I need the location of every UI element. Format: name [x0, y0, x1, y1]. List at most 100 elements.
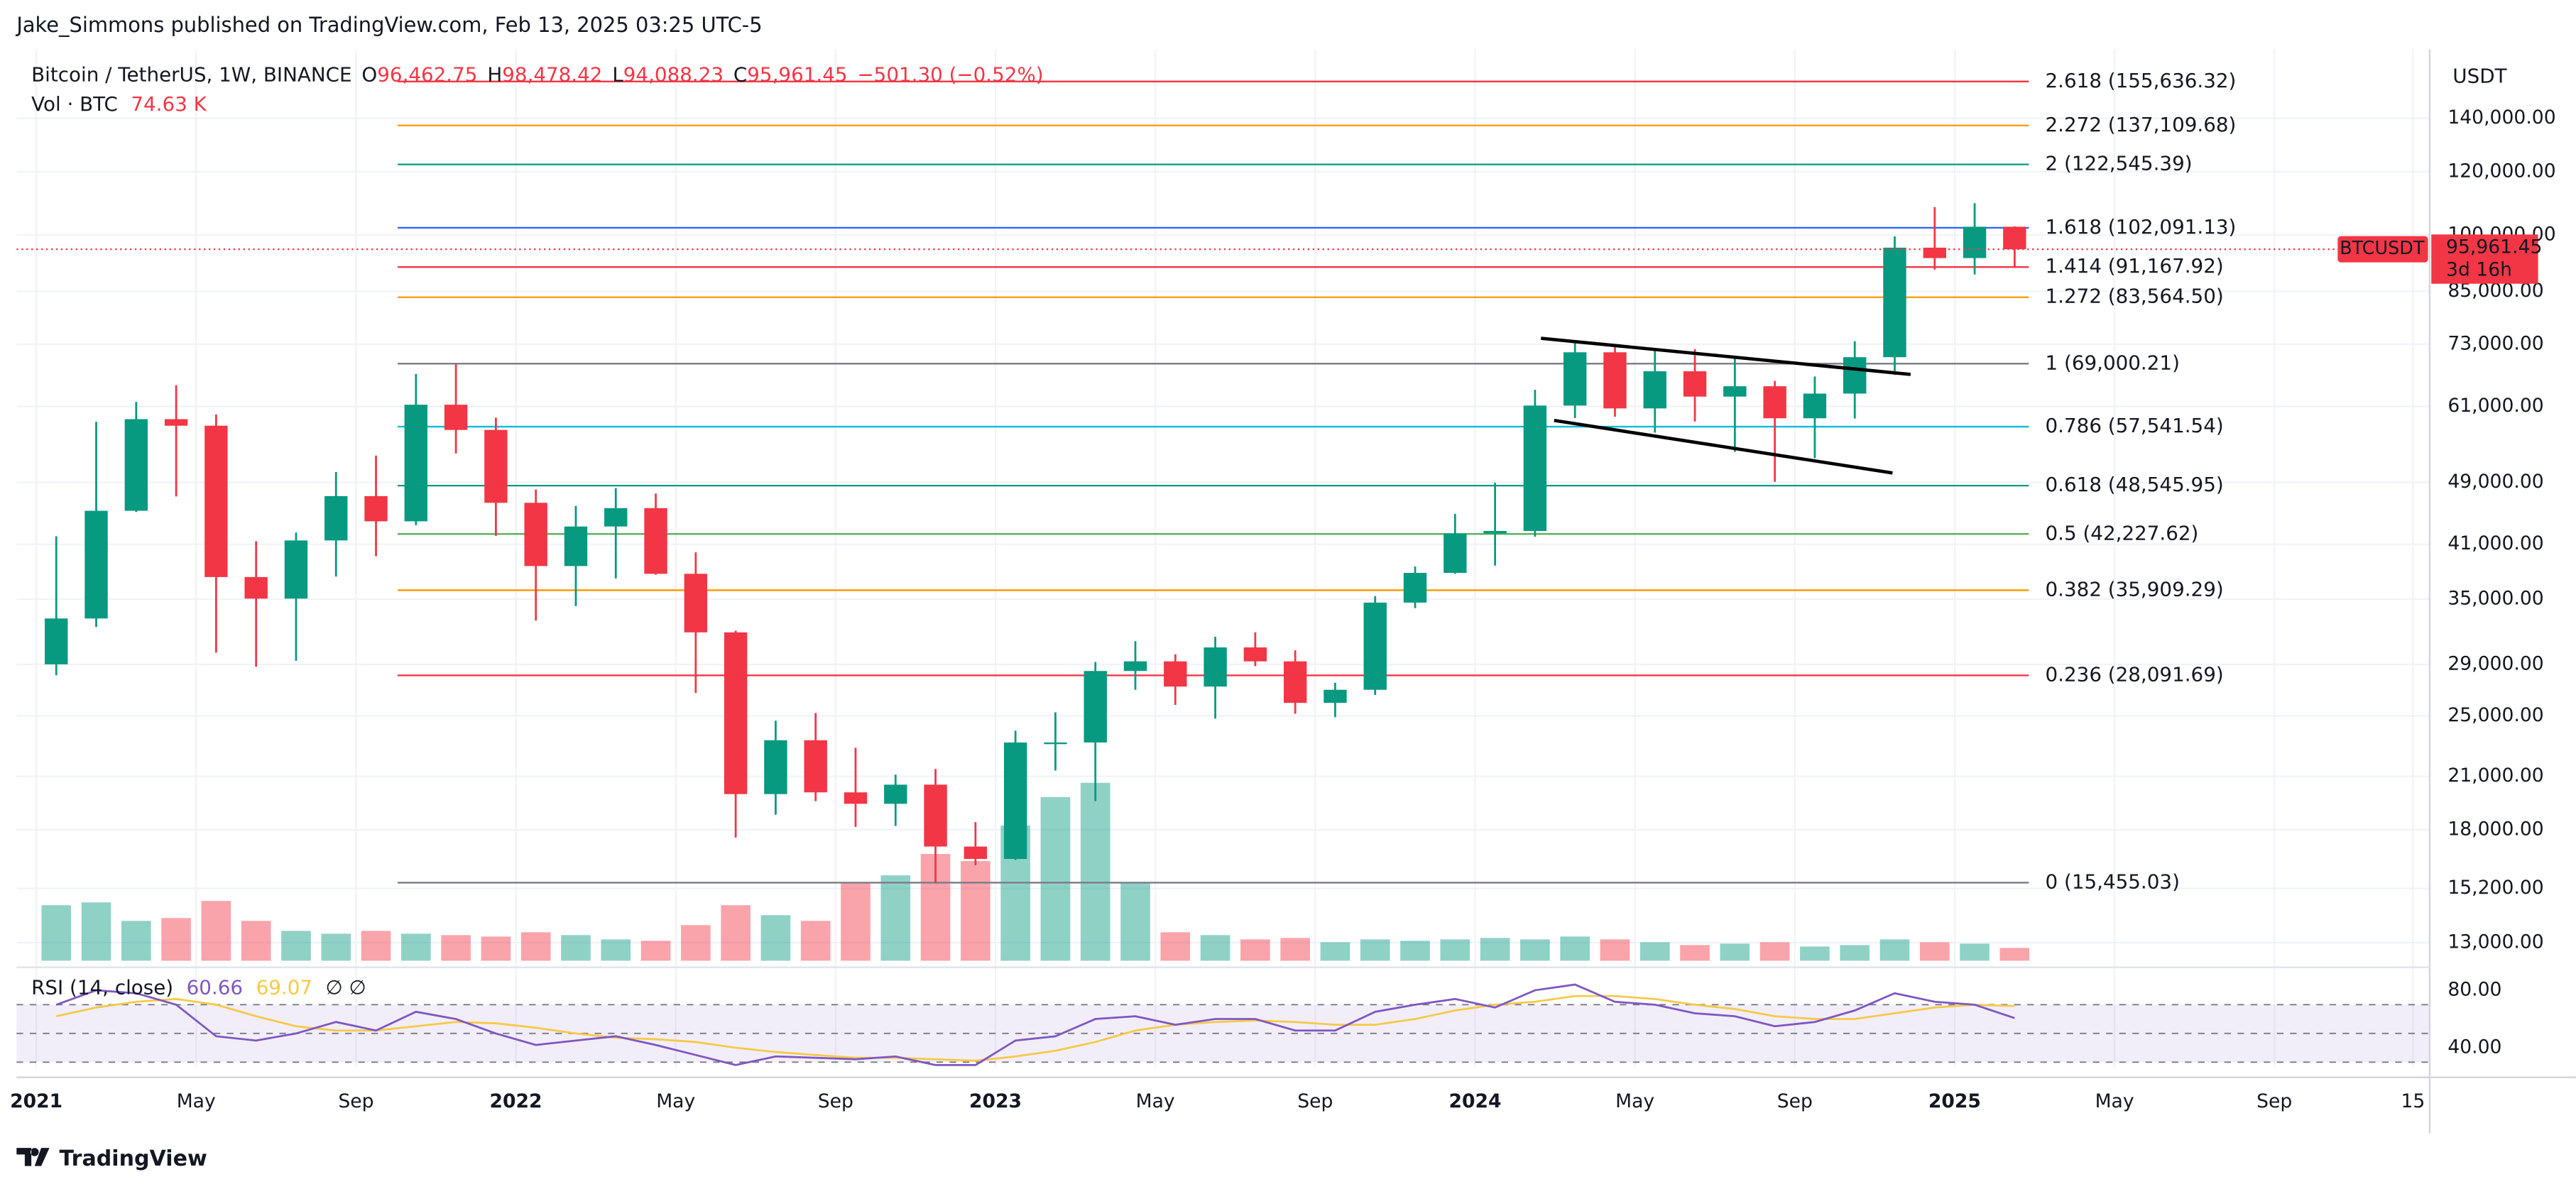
symbol-tag-text: BTCUSDT: [2340, 237, 2425, 258]
x-tick-label: Sep: [1777, 1090, 1813, 1112]
candle-body: [1923, 247, 1946, 258]
volume-bar: [1120, 882, 1150, 961]
candle-body: [1723, 386, 1747, 397]
x-tick-label: 2021: [10, 1090, 62, 1112]
rsi-tick-label: 40.00: [2447, 1036, 2501, 1058]
y-tick-label: 29,000.00: [2447, 652, 2543, 674]
footer-logo: [16, 1148, 50, 1166]
candle-body: [1963, 226, 1987, 258]
volume-bar: [640, 941, 671, 961]
vol-key: Vol · BTC: [31, 92, 118, 116]
volume-bar: [681, 925, 711, 961]
x-tick-label: May: [2095, 1090, 2134, 1112]
candle-body: [484, 429, 508, 503]
rsi-ma-line: [56, 995, 2015, 1062]
fib-label: 2 (122,545.39): [2046, 152, 2193, 175]
candle-body: [1883, 247, 1906, 358]
fib-label: 2.618 (155,636.32): [2046, 69, 2237, 92]
x-tick-label: 2025: [1928, 1090, 1981, 1112]
candle-body: [1483, 530, 1507, 534]
rsi-value: 60.66: [187, 976, 243, 999]
volume-bar: [520, 932, 551, 961]
volume-bar: [1400, 941, 1430, 961]
volume-bar: [961, 861, 990, 961]
candle-body: [1243, 647, 1267, 662]
h-key: H: [487, 62, 502, 86]
fib-label: 2.272 (137,109.68): [2046, 113, 2237, 136]
plot: 2.618 (155,636.32) 2.272 (137,109.68) 2 (1…: [16, 69, 2430, 1066]
y-tick-label: 13,000.00: [2447, 931, 2543, 953]
trendline-lower: [1554, 418, 1893, 475]
volume-bar: [1720, 943, 1750, 961]
volume-bar: [321, 933, 351, 961]
x-tick-label: Sep: [818, 1090, 853, 1112]
fib-label: 0.786 (57,541.54): [2046, 414, 2224, 437]
candle-body: [124, 419, 148, 511]
volume-bar: [1280, 938, 1310, 961]
y-tick-label: 73,000.00: [2447, 332, 2543, 354]
volume-bar: [1320, 942, 1350, 961]
y-tick-label: 21,000.00: [2447, 765, 2543, 787]
candle-body: [204, 425, 228, 577]
c-key: C: [733, 62, 747, 86]
volume-bar: [841, 882, 871, 961]
volume-bar: [1639, 942, 1670, 961]
candle-body: [1643, 371, 1666, 409]
symbol-tag: [2337, 236, 2428, 263]
o: 96,462.75: [377, 62, 477, 86]
candle-body: [324, 495, 348, 541]
y-tick-label: 25,000.00: [2447, 704, 2543, 726]
volume-bar: [721, 905, 751, 961]
volume-bar: [1240, 939, 1270, 961]
candle-body: [84, 510, 108, 619]
candle-body: [1363, 602, 1387, 690]
candle-body: [804, 740, 827, 793]
volume-bar: [81, 902, 111, 961]
x-tick-label: Sep: [1297, 1090, 1333, 1112]
y-tick-label: 120,000.00: [2447, 160, 2555, 182]
candle-body: [684, 574, 708, 632]
candle-body: [364, 495, 388, 522]
candle-body: [404, 405, 428, 522]
price-tag-value: 95,961.45: [2446, 236, 2542, 258]
volume-bar: [401, 933, 431, 961]
candle-body: [1164, 661, 1187, 687]
candle-body: [524, 503, 547, 566]
y-tick-label: 140,000.00: [2447, 106, 2555, 128]
y-tick-label: 61,000.00: [2447, 395, 2543, 417]
x-tick-label: Sep: [2256, 1090, 2292, 1112]
volume-bar: [800, 921, 831, 961]
volume-bar: [1919, 942, 1950, 961]
candle-body: [1403, 573, 1427, 603]
volume-bar: [1600, 939, 1630, 961]
symbol: Bitcoin / TetherUS, 1W, BINANCE: [31, 62, 351, 86]
volume-bar: [361, 931, 391, 961]
x-tick-label: May: [1615, 1090, 1654, 1112]
h: 98,478.42: [502, 62, 602, 86]
volume-bar: [1040, 796, 1071, 961]
fib-label: 0.5 (42,227.62): [2046, 521, 2199, 544]
candle-body: [924, 784, 947, 847]
volume-bar: [1160, 932, 1191, 961]
volume-bar: [1480, 938, 1510, 961]
y-tick-label: 35,000.00: [2447, 587, 2543, 609]
candle-body: [284, 540, 308, 599]
volume-bar: [880, 875, 911, 961]
volume-bar: [1520, 939, 1550, 961]
rsi-label: RSI (14, close): [31, 976, 173, 999]
volume-bar: [281, 931, 311, 961]
volume-bar: [1759, 942, 1790, 961]
change: −501.30 (−0.52%): [857, 62, 1043, 86]
volume-bar: [1200, 935, 1230, 961]
rsi-legend: RSI (14, close) 60.66 69.07 ∅ ∅: [31, 976, 366, 999]
volume-bar: [481, 936, 511, 961]
candle-body: [724, 632, 748, 794]
fib-label: 0.618 (48,545.95): [2046, 473, 2224, 496]
x-tick-label: 2023: [969, 1090, 1022, 1112]
candle-body: [1204, 647, 1227, 687]
candle-body: [1443, 533, 1467, 574]
volume-bar: [201, 901, 231, 961]
candle-body: [444, 405, 468, 430]
l: 94,088.23: [623, 62, 724, 86]
candle-body: [564, 526, 588, 566]
